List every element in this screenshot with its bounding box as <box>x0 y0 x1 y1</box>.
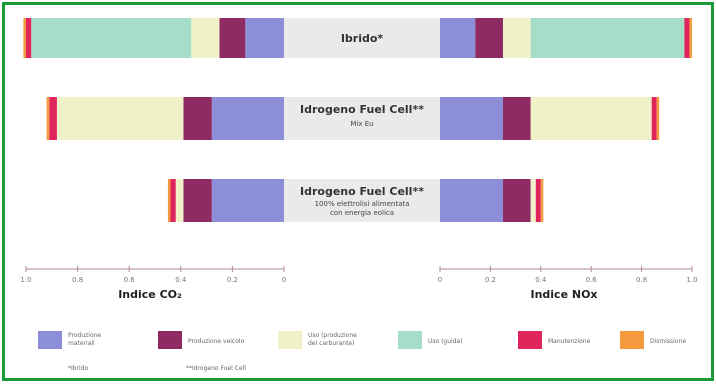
legend-label-uso_produzione_carburante: Uso (produzione del carburante) <box>308 332 357 347</box>
legend-swatch-produzione_veicolo <box>158 331 182 349</box>
co2-bar-manutenzione-0 <box>26 18 32 58</box>
nox-bar-produzione_veicolo-2 <box>503 179 531 222</box>
legend-label-produzione_veicolo: Produzione veicolo <box>188 338 245 345</box>
nox-bar-produzione_materiali-1 <box>440 97 503 140</box>
nox-tick-label-1: 0.2 <box>485 276 496 284</box>
nox-bar-dismissione-2 <box>540 179 544 222</box>
nox-tick-label-2: 0.4 <box>535 276 547 284</box>
legend-label-produzione_materiali: Produzione materiali <box>68 332 101 347</box>
legend-swatch-produzione_materiali <box>38 331 62 349</box>
category-title-2: Idrogeno Fuel Cell** <box>300 185 424 198</box>
nox-bar-uso_guida-0 <box>530 18 685 58</box>
nox-bar-manutenzione-0 <box>684 18 690 58</box>
nox-bar-manutenzione-1 <box>651 97 657 140</box>
category-title-0: Ibrido* <box>341 32 384 45</box>
nox-bar-uso_produzione_carburante-1 <box>530 97 652 140</box>
co2-bar-produzione_veicolo-0 <box>219 18 246 58</box>
legend-swatch-manutenzione <box>518 331 542 349</box>
legend-swatch-uso_guida <box>398 331 422 349</box>
co2-bar-dismissione-1 <box>46 97 50 140</box>
co2-bar-uso_produzione_carburante-2 <box>175 179 184 222</box>
co2-bar-manutenzione-2 <box>170 179 176 222</box>
legend-swatch-dismissione <box>620 331 644 349</box>
nox-bar-manutenzione-2 <box>535 179 541 222</box>
nox-tick-label-5: 1.0 <box>686 276 697 284</box>
nox-bar-produzione_materiali-0 <box>440 18 476 58</box>
category-label-box-1 <box>284 97 440 140</box>
co2-tick-label-2: 0.6 <box>124 276 136 284</box>
category-title-1: Idrogeno Fuel Cell** <box>300 103 424 116</box>
nox-bar-dismissione-0 <box>689 18 692 58</box>
legend-label-uso_guida: Uso (guida) <box>428 338 463 345</box>
nox-bar-dismissione-1 <box>656 97 660 140</box>
category-subtitle-1: Mix Eu <box>350 120 373 128</box>
co2-tick-label-3: 0.4 <box>175 276 187 284</box>
co2-tick-label-0: 1.0 <box>20 276 31 284</box>
co2-bar-uso_produzione_carburante-1 <box>57 97 184 140</box>
category-subtitle-2: 100% elettrolisi alimentata con energia e… <box>315 200 410 217</box>
co2-bar-uso_produzione_carburante-0 <box>191 18 220 58</box>
category-label-box-0 <box>284 18 440 58</box>
category-label-box-2 <box>284 179 440 222</box>
co2-bar-produzione_veicolo-2 <box>183 179 212 222</box>
co2-bar-manutenzione-1 <box>49 97 57 140</box>
footnote-1: *Ibrido <box>68 365 89 372</box>
co2-axis-label: Indice CO₂ <box>118 288 182 301</box>
nox-bar-produzione_veicolo-1 <box>503 97 531 140</box>
nox-tick-label-3: 0.6 <box>586 276 598 284</box>
co2-bar-dismissione-2 <box>167 179 171 222</box>
nox-bar-produzione_veicolo-0 <box>475 18 503 58</box>
legend-label-manutenzione: Manutenzione <box>548 338 591 345</box>
nox-bar-uso_produzione_carburante-2 <box>530 179 536 222</box>
co2-tick-label-1: 0.8 <box>72 276 83 284</box>
co2-tick-label-4: 0.2 <box>227 276 238 284</box>
co2-bar-produzione_veicolo-1 <box>183 97 212 140</box>
co2-bar-uso_guida-0 <box>31 18 192 58</box>
legend-swatch-uso_produzione_carburante <box>278 331 302 349</box>
co2-bar-produzione_materiali-2 <box>211 179 284 222</box>
co2-bar-dismissione-0 <box>23 18 26 58</box>
footnote-2: **Idrogeno Fuel Cell <box>186 365 246 372</box>
nox-bar-uso_produzione_carburante-0 <box>503 18 531 58</box>
nox-tick-label-0: 0 <box>438 276 442 284</box>
legend-label-dismissione: Dismissione <box>650 338 686 345</box>
co2-bar-produzione_materiali-1 <box>211 97 284 140</box>
nox-tick-label-4: 0.8 <box>636 276 647 284</box>
co2-tick-label-5: 0 <box>282 276 286 284</box>
co2-bar-produzione_materiali-0 <box>245 18 284 58</box>
nox-bar-produzione_materiali-2 <box>440 179 503 222</box>
nox-axis-label: Indice NOx <box>530 288 597 301</box>
